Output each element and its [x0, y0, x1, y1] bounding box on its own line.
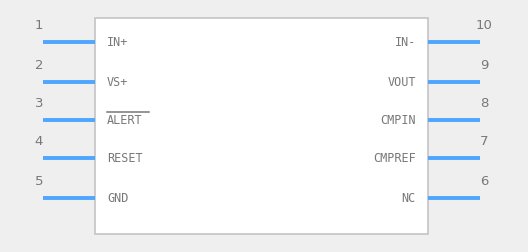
- Text: NC: NC: [402, 192, 416, 205]
- Text: RESET: RESET: [107, 151, 143, 165]
- Text: IN-: IN-: [394, 36, 416, 48]
- Text: GND: GND: [107, 192, 128, 205]
- Text: VS+: VS+: [107, 76, 128, 88]
- Text: 8: 8: [480, 97, 488, 110]
- Bar: [95, 18, 428, 234]
- Text: 9: 9: [480, 59, 488, 72]
- Text: 2: 2: [35, 59, 43, 72]
- Text: 10: 10: [476, 19, 493, 32]
- Text: 3: 3: [35, 97, 43, 110]
- Text: 7: 7: [480, 135, 488, 148]
- Text: 1: 1: [35, 19, 43, 32]
- Text: CMPREF: CMPREF: [373, 151, 416, 165]
- Text: 5: 5: [35, 175, 43, 188]
- Text: ALERT: ALERT: [107, 113, 143, 127]
- Text: IN+: IN+: [107, 36, 128, 48]
- Text: 6: 6: [480, 175, 488, 188]
- Text: 4: 4: [35, 135, 43, 148]
- Text: CMPIN: CMPIN: [380, 113, 416, 127]
- Text: VOUT: VOUT: [388, 76, 416, 88]
